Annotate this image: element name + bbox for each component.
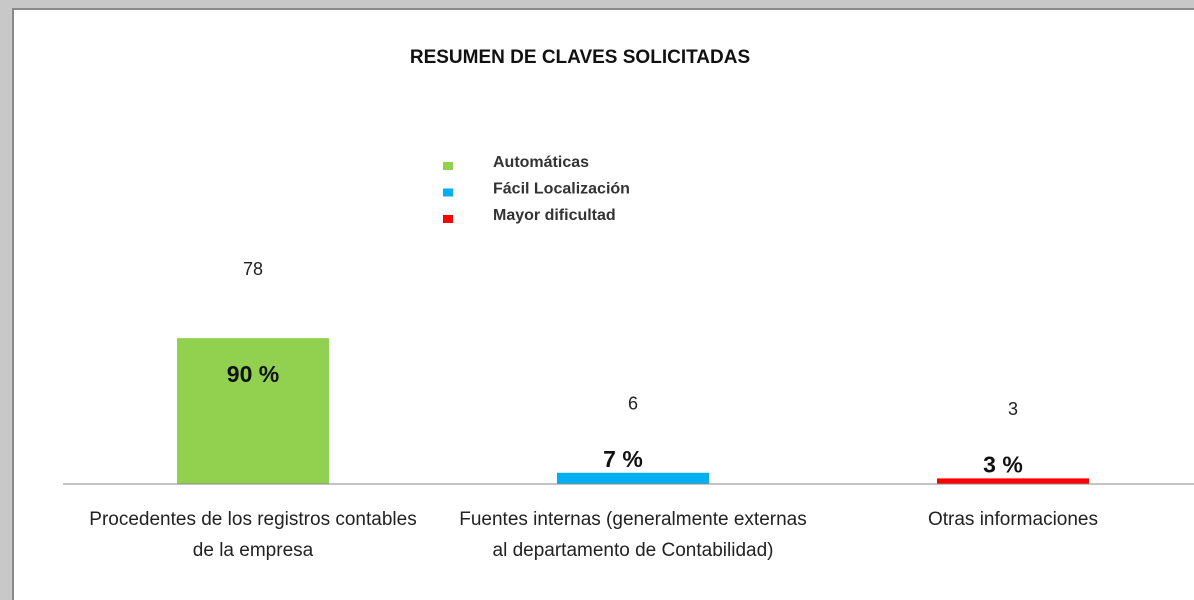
bar bbox=[557, 472, 709, 484]
chart-title: RESUMEN DE CLAVES SOLICITADAS bbox=[410, 47, 750, 68]
bar bbox=[937, 478, 1089, 484]
legend-swatch bbox=[443, 215, 453, 223]
x-tick-label: Fuentes internas (generalmente externas … bbox=[459, 509, 807, 561]
percent-label: 7 % bbox=[603, 446, 643, 472]
legend-swatch bbox=[443, 162, 453, 170]
percent-label: 90 % bbox=[227, 361, 279, 387]
value-label: 3 bbox=[1008, 399, 1018, 419]
value-label: 6 bbox=[628, 394, 638, 414]
percent-label: 3 % bbox=[983, 451, 1023, 477]
legend-label: Automáticas bbox=[493, 154, 589, 171]
legend-label: Fácil Localización bbox=[493, 181, 630, 198]
bar bbox=[177, 338, 329, 484]
legend-label: Mayor dificultad bbox=[493, 207, 616, 224]
legend-swatch bbox=[443, 188, 453, 197]
x-tick-label: Procedentes de los registros contables d… bbox=[89, 509, 417, 561]
chart-frame bbox=[12, 8, 1194, 600]
x-tick-label: Otras informaciones bbox=[927, 509, 1098, 530]
value-label: 78 bbox=[243, 259, 263, 279]
